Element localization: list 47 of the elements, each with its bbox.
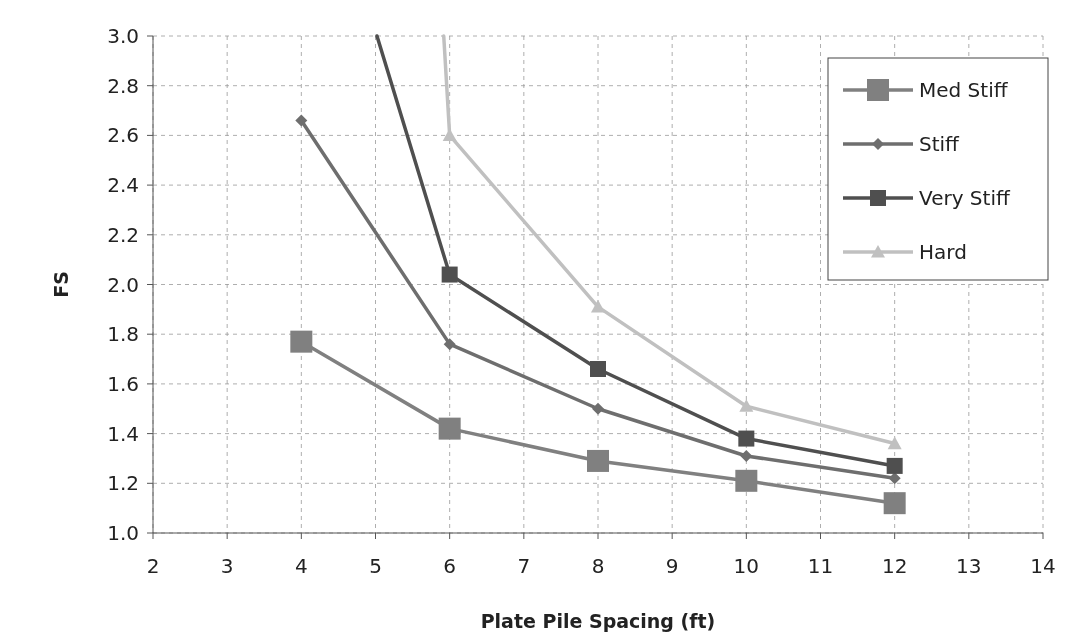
point [740, 449, 753, 462]
x-tick-label: 7 [517, 554, 531, 578]
x-tick-label: 14 [1030, 554, 1056, 578]
legend-label: Med Stiff [919, 78, 1009, 102]
x-tick-label: 6 [443, 554, 457, 578]
x-tick-label: 8 [591, 554, 605, 578]
point [883, 492, 906, 515]
x-tick-label: 5 [369, 554, 382, 578]
point [295, 114, 308, 127]
point [888, 472, 901, 485]
point [590, 360, 606, 377]
x-tick-label: 3 [220, 554, 234, 578]
point [443, 338, 456, 351]
point [587, 449, 609, 472]
y-tick-label: 3.0 [107, 24, 139, 48]
x-tick-label: 10 [733, 554, 760, 578]
y-tick-label: 1.0 [107, 521, 139, 545]
point [441, 266, 458, 283]
y-tick-label: 2.8 [107, 73, 139, 98]
y-tick-label: 2.2 [107, 222, 139, 247]
x-tick-label: 13 [956, 554, 982, 578]
y-tick-label: 2.4 [107, 173, 139, 198]
x-axis-title: Plate Pile Spacing (ft) [480, 610, 716, 632]
point [592, 402, 604, 415]
point [738, 430, 755, 447]
y-tick-label: 1.4 [107, 421, 139, 446]
y-tick-label: 1.8 [107, 322, 139, 347]
y-axis-title: FS [50, 271, 72, 298]
point [591, 299, 605, 313]
x-tick-label: 2 [146, 554, 160, 578]
x-tick-label: 12 [881, 554, 908, 578]
y-tick-label: 1.2 [107, 471, 139, 496]
point [290, 330, 313, 353]
point [438, 417, 461, 440]
point [887, 436, 902, 450]
point [886, 457, 903, 474]
legend-label: Hard [919, 240, 967, 264]
y-tick-label: 2.0 [107, 272, 139, 297]
legend-label: Very Stiff [919, 186, 1011, 210]
x-tick-label: 11 [807, 554, 834, 578]
point [735, 469, 758, 492]
legend-label: Stiff [919, 132, 961, 156]
x-tick-label: 9 [665, 554, 679, 578]
y-tick-label: 1.6 [107, 371, 139, 396]
x-tick-label: 4 [294, 554, 308, 578]
y-tick-label: 2.6 [107, 123, 139, 148]
point [739, 399, 754, 412]
